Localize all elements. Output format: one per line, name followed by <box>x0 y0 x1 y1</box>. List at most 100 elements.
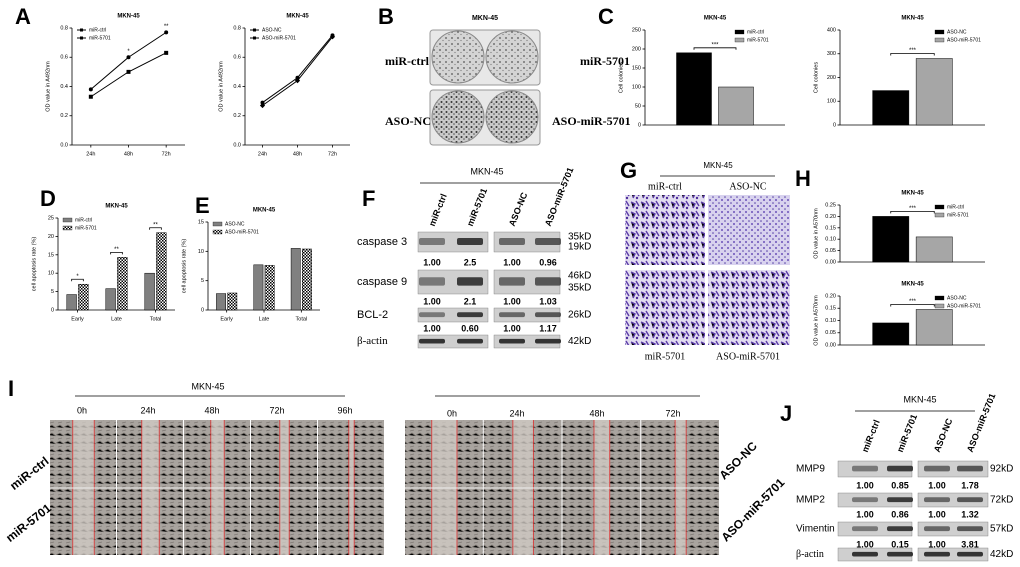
blot-band <box>852 465 878 472</box>
series-line <box>90 52 167 98</box>
y-tick-label: 0.05 <box>825 248 836 254</box>
legend-swatch <box>934 37 945 43</box>
series-line <box>262 34 333 103</box>
x-tick-label: 24h <box>258 151 267 157</box>
significance-bracket <box>693 47 737 50</box>
transwell-image <box>708 270 790 345</box>
kd-label: 42kD <box>990 549 1013 560</box>
wound-images <box>50 420 720 555</box>
transwell-image <box>708 195 790 265</box>
protein-label: β-actin <box>796 549 824 560</box>
panel-letter: E <box>195 193 210 218</box>
y-tick-label: 0 <box>201 307 204 313</box>
blot-band <box>535 277 561 286</box>
protein-label: MMP9 <box>796 464 825 475</box>
y-tick-label: 0.8 <box>233 25 241 31</box>
y-tick-label: 15 <box>198 219 204 225</box>
density-value: 1.78 <box>961 480 979 490</box>
density-value: 1.00 <box>423 257 441 267</box>
legend-label: ASO-NC <box>947 29 967 35</box>
bar <box>290 248 301 311</box>
condition-label: miR-5701 <box>645 351 686 362</box>
legend-label: ASO-miR-5701 <box>947 37 981 43</box>
y-tick-label: 0.05 <box>825 330 836 336</box>
blot-band <box>957 551 983 557</box>
protein-label: caspase 3 <box>357 236 407 248</box>
x-tick-label: Early <box>220 316 233 322</box>
row-label: miR-5701 <box>3 501 54 545</box>
y-tick-label: 0.6 <box>60 55 68 61</box>
y-tick-label: 300 <box>827 51 836 57</box>
panel-title: MKN-45 <box>470 166 503 176</box>
x-tick-label: 48h <box>293 151 302 157</box>
blot-band <box>957 497 983 503</box>
kd-label: 26kD <box>568 310 591 321</box>
row-label: ASO-NC <box>716 439 760 483</box>
kd-label: 46kD <box>568 271 591 282</box>
transwell-image <box>625 270 705 345</box>
significance-label: ** <box>164 24 169 30</box>
y-tick-label: 0.15 <box>825 225 836 231</box>
legend-swatch <box>253 28 256 32</box>
lane-label: miR-ctrl <box>427 192 449 227</box>
y-axis-label: cell apoptosis rate (%) <box>181 239 187 294</box>
blot-band <box>924 526 950 532</box>
legend-swatch <box>934 212 945 218</box>
y-tick-label: 5 <box>201 278 204 284</box>
significance-label: * <box>76 274 79 280</box>
y-tick-label: 0 <box>638 122 641 128</box>
significance-label: *** <box>909 299 917 305</box>
panel-letter: D <box>40 186 56 211</box>
legend-swatch <box>62 217 73 223</box>
significance-bracket <box>71 278 84 282</box>
y-axis-label: Cell colonies <box>618 62 624 93</box>
y-tick-label: 0.10 <box>825 237 836 243</box>
density-value: 1.00 <box>856 509 874 519</box>
y-tick-label: 20 <box>48 234 54 240</box>
bar <box>915 309 953 346</box>
blot-band <box>924 497 950 503</box>
bar <box>872 322 910 346</box>
blot-strip <box>417 334 489 349</box>
transwell-images <box>625 195 790 345</box>
condition-label: miR-ctrl <box>648 181 682 192</box>
chart-title: MKN-45 <box>286 14 309 20</box>
blot-band <box>852 497 878 503</box>
bar <box>117 257 128 311</box>
blot-band <box>457 277 483 286</box>
density-value: 1.00 <box>856 539 874 549</box>
x-tick-label: Total <box>150 316 162 322</box>
panel-letter: F <box>362 186 375 211</box>
blot-band <box>852 551 878 557</box>
y-tick-label: 0.10 <box>825 318 836 324</box>
y-tick-label: 0.4 <box>60 84 68 90</box>
blot-band <box>887 497 913 503</box>
time-label: 0h <box>447 408 457 418</box>
y-tick-label: 0.20 <box>825 293 836 299</box>
y-tick-label: 100 <box>827 99 836 105</box>
kd-label: 42kD <box>568 336 591 347</box>
x-tick-label: Early <box>71 316 84 322</box>
legend-swatch <box>934 29 945 35</box>
y-axis-label: OD value in A570nm <box>813 208 819 259</box>
bar <box>105 288 116 311</box>
y-tick-label: 0 <box>833 122 836 128</box>
panel-title: MKN-45 <box>191 381 224 391</box>
condition-label: miR-5701 <box>580 54 630 68</box>
y-axis-label: Cell colonies <box>813 62 819 93</box>
blot-strip <box>917 492 989 508</box>
legend-swatch <box>934 295 945 301</box>
y-tick-label: 0.0 <box>60 142 68 148</box>
chart-title: MKN-45 <box>253 208 276 214</box>
chart-title: MKN-45 <box>901 191 924 197</box>
chart-title: MKN-45 <box>704 16 727 22</box>
panel-letter: G <box>620 158 637 183</box>
condition-label: ASO-NC <box>385 114 431 128</box>
density-value: 1.17 <box>539 323 557 333</box>
blot-strip <box>917 547 989 562</box>
density-value: 1.00 <box>423 296 441 306</box>
blot-band <box>499 312 525 318</box>
lane-label: ASO-NC <box>507 191 530 228</box>
time-label: 72h <box>665 408 680 418</box>
bar <box>718 86 754 126</box>
